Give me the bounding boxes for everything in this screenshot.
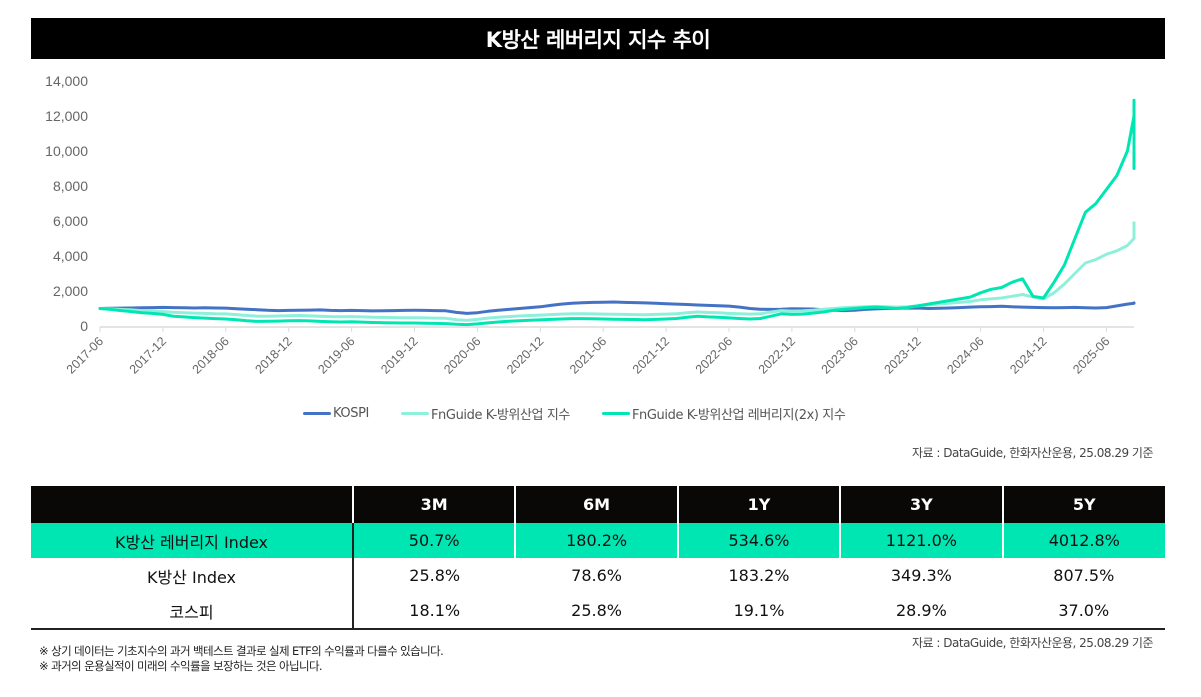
table-header-cell bbox=[31, 486, 353, 523]
y-axis: 0 2,000 4,000 6,000 8,000 10,000 12,000 14,000 bbox=[45, 73, 88, 334]
table-header-row: 3M 6M 1Y 3Y 5Y bbox=[31, 486, 1165, 523]
table-cell: 25.8% bbox=[571, 601, 622, 620]
table-row: K방산 레버리지 Index 50.7% 180.2% 534.6% 1121.… bbox=[31, 523, 1165, 558]
x-tick-label: 2017-06 bbox=[64, 334, 106, 376]
x-tick-label: 2022-12 bbox=[756, 334, 798, 376]
table-cell: 183.2% bbox=[728, 566, 790, 585]
table-cell: 180.2% bbox=[514, 523, 678, 558]
table-cell: 78.6% bbox=[571, 566, 622, 585]
disclaimer-line: ※ 과거의 운용실적이 미래의 수익률을 보장하는 것은 아닙니다. bbox=[39, 659, 323, 673]
x-tick-label: 2020-12 bbox=[504, 334, 546, 376]
row-label: 코스피 bbox=[31, 593, 354, 629]
x-tick-label: 2021-12 bbox=[630, 334, 672, 376]
table-header-cell: 5Y bbox=[1001, 486, 1165, 523]
legend-label: FnGuide K-방위산업 지수 bbox=[430, 408, 570, 423]
x-tick-label: 2021-06 bbox=[567, 334, 609, 376]
performance-table: 3M 6M 1Y 3Y 5Y K방산 레버리지 Index 50.7% 180.… bbox=[31, 486, 1165, 630]
table-cell: 50.7% bbox=[351, 523, 516, 558]
chart-title: K방산 레버리지 지수 추이 bbox=[31, 18, 1165, 59]
legend-swatch-defense-index bbox=[400, 412, 429, 415]
chart-legend: KOSPI FnGuide K-방위산업 지수 FnGuide K-방위산업 레… bbox=[303, 404, 877, 423]
x-axis: 2017-06 2017-12 2018-06 2018-12 2019-06 2019-… bbox=[64, 326, 1134, 377]
y-tick-label: 14,000 bbox=[45, 73, 88, 89]
y-tick-label: 8,000 bbox=[53, 178, 88, 194]
chart-source-note: 자료 : DataGuide, 한화자산운용, 25.08.29 기준 bbox=[912, 446, 1153, 460]
series-layer bbox=[98, 98, 1136, 327]
table-row: 코스피 18.1% 25.8% 19.1% 28.9% 37.0% bbox=[31, 593, 1165, 629]
table-row: K방산 Index 25.8% 78.6% 183.2% 349.3% 807.… bbox=[31, 558, 1165, 593]
table-cell: 37.0% bbox=[1058, 601, 1110, 620]
table-cell: 19.1% bbox=[733, 601, 785, 620]
disclaimer-line: ※ 상기 데이터는 기초지수의 과거 백테스트 결과로 실제 ETF의 수익률과… bbox=[39, 644, 444, 658]
table-header-cell: 6M bbox=[514, 486, 678, 523]
x-tick-label: 2018-12 bbox=[252, 334, 294, 376]
x-tick-label: 2025-06 bbox=[1070, 334, 1112, 376]
legend-swatch-defense-leverage bbox=[601, 412, 630, 415]
x-tick-label: 2022-06 bbox=[693, 334, 735, 376]
x-tick-label: 2017-12 bbox=[127, 334, 169, 376]
legend-item-defense-leverage[interactable]: FnGuide K-방위산업 레버리지(2x) 지수 bbox=[601, 404, 846, 423]
legend-item-kospi[interactable]: KOSPI bbox=[303, 406, 369, 421]
table-header-cell: 3Y bbox=[839, 486, 1003, 523]
x-tick-label: 2019-06 bbox=[315, 334, 357, 376]
table-cell: 1121.0% bbox=[839, 523, 1003, 558]
y-tick-label: 6,000 bbox=[53, 213, 88, 229]
table-header-cell: 1Y bbox=[676, 486, 841, 523]
legend-item-defense-index[interactable]: FnGuide K-방위산업 지수 bbox=[400, 404, 570, 423]
x-tick-label: 2019-12 bbox=[378, 334, 420, 376]
x-tick-label: 2023-12 bbox=[881, 334, 923, 376]
table-cell: 25.8% bbox=[409, 566, 461, 585]
table-cell: 4012.8% bbox=[1001, 523, 1165, 558]
y-tick-label: 4,000 bbox=[53, 248, 88, 264]
y-tick-label: 2,000 bbox=[53, 283, 88, 299]
series-line-defense-index bbox=[98, 221, 1136, 322]
series-line-defense-leverage bbox=[98, 98, 1136, 327]
row-label: K방산 Index bbox=[31, 558, 354, 593]
legend-label: FnGuide K-방위산업 레버리지(2x) 지수 bbox=[631, 408, 846, 423]
table-source-note: 자료 : DataGuide, 한화자산운용, 25.08.29 기준 bbox=[912, 636, 1153, 650]
legend-label: KOSPI bbox=[333, 406, 369, 421]
table-cell: 534.6% bbox=[676, 523, 841, 558]
x-tick-label: 2020-06 bbox=[441, 334, 483, 376]
x-tick-label: 2023-06 bbox=[819, 334, 861, 376]
row-label: K방산 레버리지 Index bbox=[31, 523, 354, 558]
y-tick-label: 12,000 bbox=[45, 108, 88, 124]
table-cell: 807.5% bbox=[1053, 566, 1115, 585]
table-cell: 28.9% bbox=[895, 601, 947, 620]
x-tick-label: 2018-06 bbox=[190, 334, 232, 376]
disclaimer-notes: ※ 상기 데이터는 기초지수의 과거 백테스트 결과로 실제 ETF의 수익률과… bbox=[39, 644, 444, 674]
y-tick-label: 10,000 bbox=[45, 143, 88, 159]
x-tick-label: 2024-12 bbox=[1007, 334, 1049, 376]
table-cell: 349.3% bbox=[890, 566, 952, 585]
x-tick-label: 2024-06 bbox=[944, 334, 986, 376]
table-header-cell: 3M bbox=[351, 486, 516, 523]
line-chart: 02,0004,0006,0008,00010,00012,00014,000 … bbox=[45, 73, 1136, 377]
legend-swatch-kospi bbox=[303, 412, 331, 415]
series-line-kospi bbox=[98, 300, 1136, 315]
table-cell: 18.1% bbox=[409, 601, 461, 620]
y-tick-label: 0 bbox=[80, 318, 88, 334]
